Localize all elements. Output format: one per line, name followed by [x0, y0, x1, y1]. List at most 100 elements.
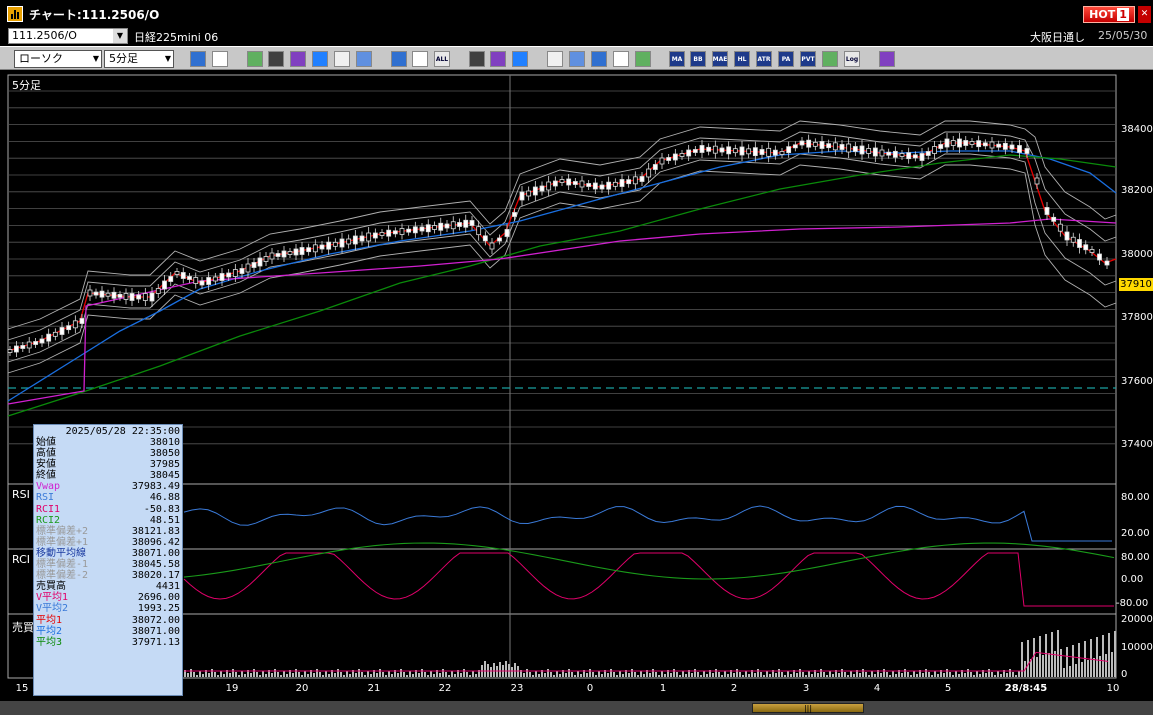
volume-bar: [925, 669, 927, 677]
chart-area[interactable]: 5分足 RSI RCI 売買 38400 38200 38000 37800 37600…: [0, 71, 1153, 715]
search-icon[interactable]: [569, 51, 585, 67]
volume-bar: [727, 674, 729, 677]
square-icon[interactable]: [822, 51, 838, 67]
pvt-icon[interactable]: PVT: [800, 51, 816, 67]
volume-bar: [931, 675, 933, 677]
candle-body: [319, 244, 325, 250]
volume-bar: [724, 671, 726, 677]
undo-icon[interactable]: [312, 51, 328, 67]
info-icon[interactable]: [635, 51, 651, 67]
volume-bar: [1009, 669, 1011, 677]
volume-bar: [580, 674, 582, 677]
volume-bar: [193, 672, 195, 677]
volume-bar: [610, 669, 612, 677]
volume-panel-label: 売買: [12, 621, 34, 634]
brush-icon[interactable]: [490, 51, 506, 67]
candle-body: [476, 226, 482, 236]
volume-bar: [1090, 639, 1092, 677]
bb-icon[interactable]: BB: [690, 51, 706, 67]
volume-bar: [472, 671, 474, 677]
mae-icon[interactable]: MAE: [712, 51, 728, 67]
volume-bar: [889, 675, 891, 677]
data-window-value: 38050: [149, 448, 180, 460]
pen-icon[interactable]: [247, 51, 263, 67]
chevron-down-icon[interactable]: ▼: [113, 29, 127, 43]
data-window-value: 1993.25: [137, 603, 180, 615]
volume-bar: [970, 672, 972, 677]
candle-icon[interactable]: [391, 51, 407, 67]
volume-bar: [940, 670, 942, 677]
close-icon[interactable]: ✕: [1138, 6, 1151, 23]
data-window-value: 48.51: [149, 514, 180, 526]
candle-body: [339, 238, 345, 248]
chart-canvas[interactable]: [0, 71, 1153, 701]
line-icon[interactable]: [591, 51, 607, 67]
trash-icon[interactable]: [356, 51, 372, 67]
data-window-label: 売買高: [36, 581, 66, 593]
candle-body: [450, 221, 456, 230]
volume-bar: [271, 673, 273, 677]
volume-bar: [199, 671, 201, 677]
data-window-label: 標準偏差-1: [36, 559, 89, 571]
atr-icon[interactable]: ATR: [756, 51, 772, 67]
candle-body: [792, 144, 798, 149]
candle-body: [646, 168, 652, 178]
horizontal-scrollbar[interactable]: |||: [0, 701, 1153, 715]
all-icon[interactable]: ALL: [434, 51, 450, 67]
data-window-value: 37985: [149, 459, 180, 471]
candle-body: [251, 262, 257, 268]
trade-icon[interactable]: [547, 51, 563, 67]
volume-bar: [811, 674, 813, 677]
cursor-icon[interactable]: [290, 51, 306, 67]
candle-body: [59, 327, 65, 335]
volume-bar: [307, 674, 309, 677]
volume-bar: [670, 673, 672, 677]
data-window-row: 移動平均線 38071.00: [36, 548, 180, 559]
hot-button[interactable]: HOT 1: [1083, 6, 1135, 23]
interval-select[interactable]: 5分足 ▼: [104, 50, 174, 68]
candle-body: [123, 293, 129, 300]
volume-bar: [352, 670, 354, 677]
ma-icon[interactable]: MA: [669, 51, 685, 67]
volume-bar: [805, 675, 807, 677]
candle-body: [839, 144, 845, 150]
candle-body: [686, 149, 692, 157]
zoom-icon[interactable]: [190, 51, 206, 67]
volume-bar: [817, 673, 819, 677]
volume-bar: [286, 674, 288, 677]
log-icon[interactable]: Log: [844, 51, 860, 67]
note-icon[interactable]: [334, 51, 350, 67]
candle-body: [919, 153, 925, 161]
window-icon[interactable]: [212, 51, 228, 67]
time-axis-tick: 15: [15, 683, 29, 694]
candle-body: [1017, 145, 1022, 153]
cross-icon[interactable]: [613, 51, 629, 67]
candle-body: [193, 277, 199, 284]
volume-bar: [766, 671, 768, 677]
volume-bar: [883, 669, 885, 677]
volume-bar: [1018, 671, 1020, 677]
volume-bar: [601, 674, 603, 677]
chart-type-select[interactable]: ローソク ▼: [14, 50, 102, 68]
settings-icon[interactable]: [469, 51, 485, 67]
volume-bar: [688, 670, 690, 677]
candle-body: [245, 263, 251, 273]
palette-icon[interactable]: [512, 51, 528, 67]
candle-body: [766, 147, 772, 157]
candle-body: [33, 341, 38, 345]
data-window-row: 平均2 38071.00: [36, 626, 180, 637]
layout-icon[interactable]: [879, 51, 895, 67]
volume-bar: [1000, 674, 1002, 677]
pa-icon[interactable]: PA: [778, 51, 794, 67]
volume-bar: [400, 669, 402, 677]
chart-type-value: ローソク: [19, 52, 63, 65]
bar-icon[interactable]: [412, 51, 428, 67]
volume-bar: [367, 671, 369, 677]
scrollbar-thumb[interactable]: |||: [752, 703, 864, 713]
hl-icon[interactable]: HL: [734, 51, 750, 67]
data-window-label: 移動平均線: [36, 547, 86, 559]
symbol-code-input[interactable]: 111.2506/O ▼: [8, 28, 128, 44]
scissors-icon[interactable]: [268, 51, 284, 67]
volume-bar: [625, 670, 627, 677]
volume-bar: [187, 673, 189, 677]
